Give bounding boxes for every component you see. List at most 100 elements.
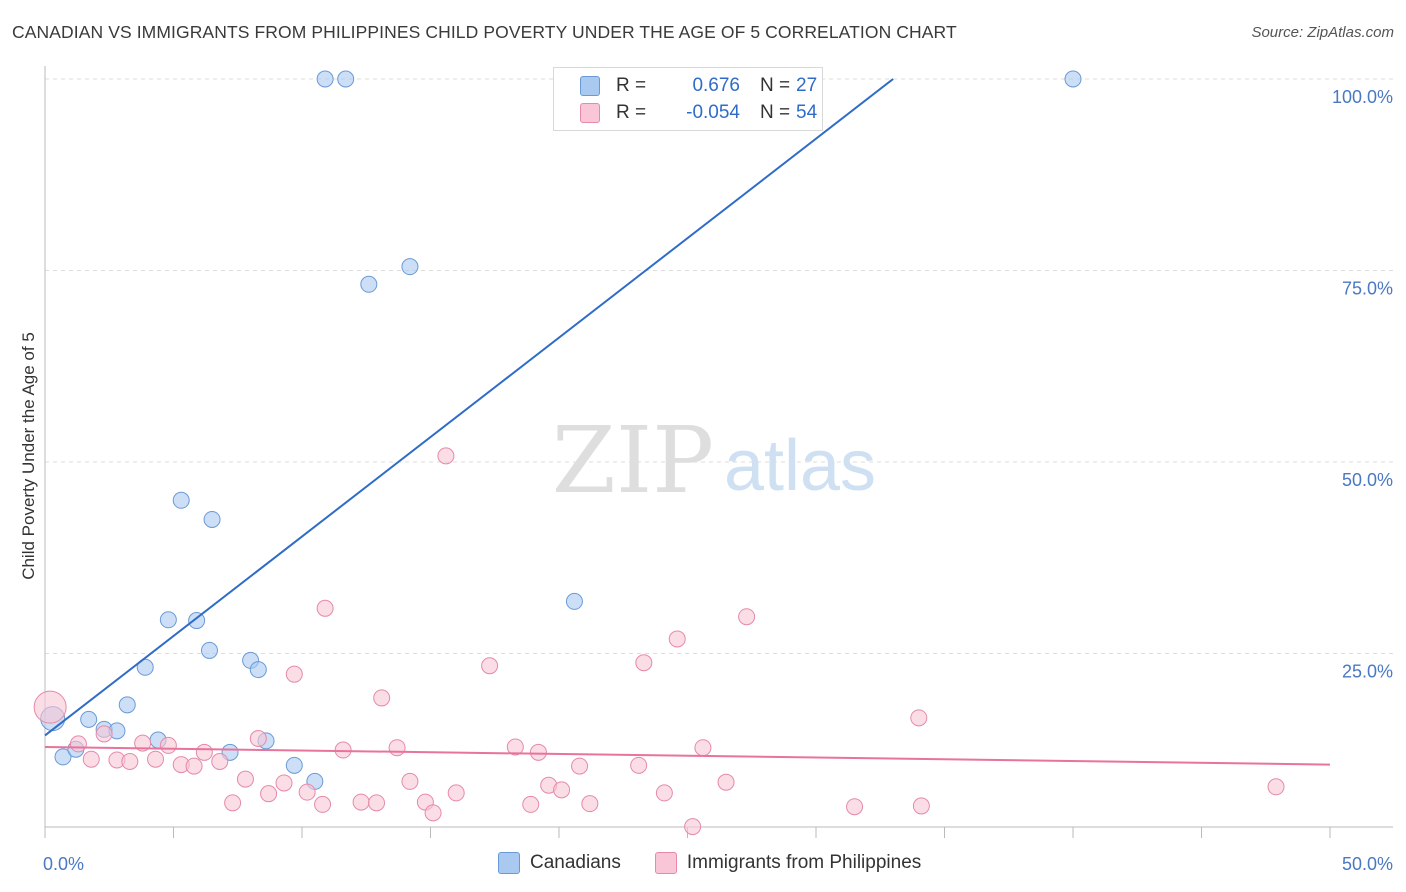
canadians-point	[249, 661, 267, 679]
philippines-point	[121, 753, 139, 771]
philippines-point	[388, 739, 406, 757]
philippines-point	[134, 734, 152, 752]
canadians-point	[285, 756, 303, 774]
philippines-point	[249, 730, 267, 748]
philippines-point	[316, 599, 334, 617]
canadians-point	[54, 748, 72, 766]
n-value: 54	[796, 102, 818, 123]
philippines-point	[447, 784, 465, 802]
canadians-point	[203, 510, 221, 528]
philippines-point	[82, 750, 100, 768]
y-axis-label: Child Poverty Under the Age of 5	[19, 332, 38, 580]
philippines-point	[260, 785, 278, 803]
philippines-point	[211, 753, 229, 771]
y-tick-label: 75.0%	[1342, 279, 1393, 299]
philippines-point	[285, 665, 303, 683]
philippines-point	[635, 654, 653, 672]
axes	[44, 66, 1393, 838]
canadians-swatch	[498, 852, 520, 874]
philippines-point	[185, 757, 203, 775]
philippines-point	[481, 657, 499, 675]
philippines-point	[571, 757, 589, 775]
canadians-point	[118, 696, 136, 714]
philippines-point	[846, 798, 864, 816]
r-label: R =	[616, 102, 647, 123]
philippines-point	[224, 794, 242, 812]
canadians-point	[159, 611, 177, 629]
philippines-point	[401, 772, 419, 790]
philippines-point	[522, 795, 540, 813]
canadians-trend-line	[44, 78, 894, 737]
philippines-point	[159, 736, 177, 754]
canadians-point	[360, 275, 378, 293]
watermark: ZIP atlas	[552, 407, 876, 514]
philippines-point	[424, 804, 442, 822]
canadians-point	[200, 641, 218, 659]
philippines-point	[69, 735, 87, 753]
philippines-point	[298, 783, 316, 801]
philippines-point	[195, 743, 213, 761]
philippines-point	[529, 743, 547, 761]
r-label: R =	[616, 75, 647, 96]
canadians-point	[188, 612, 206, 630]
philippines-point	[655, 784, 673, 802]
series-legend: Canadians Immigrants from Philippines	[498, 852, 921, 874]
philippines-point	[236, 770, 254, 788]
tick-labels: 100.0% 75.0% 50.0% 25.0% 0.0% 50.0%	[43, 87, 1393, 874]
legend-canadians: Canadians	[530, 852, 621, 873]
philippines-point	[506, 738, 524, 756]
philippines-point	[275, 774, 293, 792]
philippines-point	[694, 739, 712, 757]
canadians-point	[401, 258, 419, 276]
philippines-trend-line	[44, 745, 1331, 766]
r-value: -0.054	[686, 102, 740, 123]
y-tick-label: 25.0%	[1342, 662, 1393, 682]
philippines-point	[581, 795, 599, 813]
philippines-point	[147, 750, 165, 768]
philippines-point	[368, 794, 386, 812]
r-value: 0.676	[692, 75, 740, 96]
x-tick-label: 0.0%	[43, 854, 84, 874]
stats-legend: R = 0.676 N = 27 R = -0.054 N = 54	[553, 67, 823, 131]
canadians-point	[136, 658, 154, 676]
legend-row-canadians: R = 0.676 N = 27	[554, 73, 817, 99]
canadians-point	[316, 70, 334, 88]
x-tick-label: 50.0%	[1342, 854, 1393, 874]
canadians-swatch	[580, 76, 600, 96]
philippines-point	[668, 630, 686, 648]
philippines-point	[314, 795, 332, 813]
canadians-point	[80, 710, 98, 728]
philippines-point	[553, 781, 571, 799]
philippines-point	[912, 797, 930, 815]
canadians-point	[172, 491, 190, 509]
philippines-point	[1267, 778, 1285, 796]
philippines-point	[630, 756, 648, 774]
legend-philippines: Immigrants from Philippines	[686, 852, 922, 873]
legend-row-philippines: R = -0.054 N = 54	[554, 100, 817, 126]
trend-lines	[44, 78, 1331, 766]
philippines-point	[738, 608, 756, 626]
philippines-point	[95, 725, 113, 743]
philippines-point	[684, 818, 702, 836]
watermark-zip: ZIP	[552, 407, 714, 514]
philippines-point	[717, 773, 735, 791]
n-value: 27	[796, 75, 818, 96]
canadians-point	[1064, 70, 1082, 88]
canadians-point	[337, 70, 355, 88]
canadians-point	[565, 592, 583, 610]
chart-title: CANADIAN VS IMMIGRANTS FROM PHILIPPINES …	[12, 22, 957, 42]
n-label: N =	[760, 75, 791, 96]
philippines-swatch	[580, 103, 600, 123]
y-tick-label: 100.0%	[1332, 87, 1393, 107]
philippines-point	[33, 690, 67, 724]
philippines-point	[373, 689, 391, 707]
philippines-point	[437, 447, 455, 465]
philippines-point	[352, 793, 370, 811]
n-label: N =	[760, 102, 791, 123]
philippines-swatch	[654, 852, 677, 874]
source-label: Source: ZipAtlas.com	[1251, 24, 1394, 41]
gridlines	[45, 78, 1393, 654]
watermark-atlas: atlas	[724, 426, 876, 506]
philippines-point	[910, 709, 928, 727]
